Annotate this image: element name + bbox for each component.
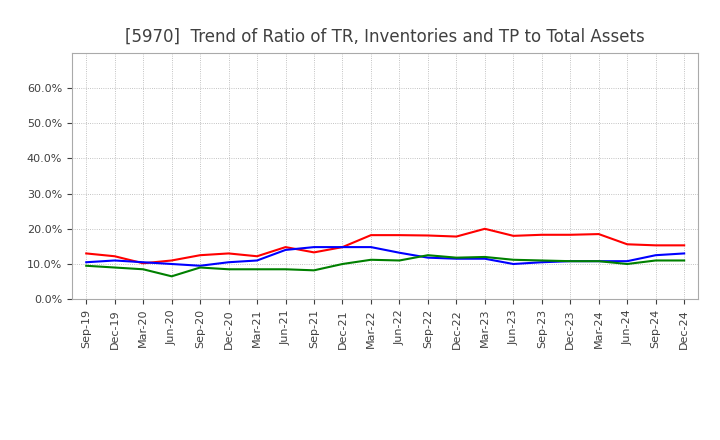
Inventories bbox=[595, 259, 603, 264]
Trade Receivables bbox=[253, 253, 261, 259]
Trade Receivables bbox=[452, 234, 461, 239]
Trade Receivables bbox=[110, 253, 119, 259]
Trade Payables bbox=[225, 267, 233, 272]
Inventories bbox=[253, 258, 261, 263]
Inventories bbox=[623, 259, 631, 264]
Trade Receivables bbox=[652, 243, 660, 248]
Inventories bbox=[196, 263, 204, 268]
Trade Receivables bbox=[566, 232, 575, 238]
Trade Payables bbox=[110, 265, 119, 270]
Inventories bbox=[366, 245, 375, 250]
Title: [5970]  Trend of Ratio of TR, Inventories and TP to Total Assets: [5970] Trend of Ratio of TR, Inventories… bbox=[125, 28, 645, 46]
Trade Receivables bbox=[225, 251, 233, 256]
Trade Payables bbox=[537, 258, 546, 263]
Trade Receivables bbox=[395, 232, 404, 238]
Inventories bbox=[566, 259, 575, 264]
Inventories bbox=[452, 256, 461, 261]
Inventories bbox=[480, 256, 489, 261]
Trade Payables bbox=[452, 255, 461, 260]
Inventories bbox=[395, 250, 404, 255]
Trade Receivables bbox=[480, 226, 489, 231]
Trade Receivables bbox=[623, 242, 631, 247]
Trade Payables bbox=[480, 254, 489, 260]
Trade Receivables bbox=[680, 243, 688, 248]
Trade Payables bbox=[282, 267, 290, 272]
Inventories bbox=[282, 247, 290, 253]
Trade Receivables bbox=[282, 245, 290, 250]
Trade Payables bbox=[139, 267, 148, 272]
Trade Payables bbox=[566, 259, 575, 264]
Trade Payables bbox=[652, 258, 660, 263]
Trade Receivables bbox=[366, 232, 375, 238]
Trade Receivables bbox=[537, 232, 546, 238]
Trade Receivables bbox=[423, 233, 432, 238]
Inventories bbox=[652, 253, 660, 258]
Line: Inventories: Inventories bbox=[86, 247, 684, 266]
Trade Payables bbox=[680, 258, 688, 263]
Trade Receivables bbox=[139, 260, 148, 266]
Trade Payables bbox=[623, 261, 631, 267]
Inventories bbox=[338, 245, 347, 250]
Trade Payables bbox=[196, 265, 204, 270]
Inventories bbox=[110, 258, 119, 263]
Trade Receivables bbox=[310, 250, 318, 255]
Trade Payables bbox=[366, 257, 375, 262]
Inventories bbox=[310, 245, 318, 250]
Inventories bbox=[139, 260, 148, 265]
Trade Payables bbox=[253, 267, 261, 272]
Trade Payables bbox=[395, 258, 404, 263]
Line: Trade Receivables: Trade Receivables bbox=[86, 229, 684, 263]
Trade Payables bbox=[509, 257, 518, 262]
Inventories bbox=[423, 255, 432, 260]
Trade Receivables bbox=[338, 245, 347, 250]
Trade Payables bbox=[338, 261, 347, 267]
Trade Payables bbox=[423, 253, 432, 258]
Trade Payables bbox=[595, 259, 603, 264]
Trade Receivables bbox=[82, 251, 91, 256]
Trade Receivables bbox=[167, 258, 176, 263]
Inventories bbox=[225, 260, 233, 265]
Inventories bbox=[680, 251, 688, 256]
Trade Receivables bbox=[509, 233, 518, 238]
Trade Payables bbox=[82, 263, 91, 268]
Trade Receivables bbox=[196, 253, 204, 258]
Trade Payables bbox=[310, 268, 318, 273]
Inventories bbox=[167, 261, 176, 267]
Inventories bbox=[509, 261, 518, 267]
Trade Receivables bbox=[595, 231, 603, 237]
Inventories bbox=[82, 260, 91, 265]
Trade Payables bbox=[167, 274, 176, 279]
Line: Trade Payables: Trade Payables bbox=[86, 255, 684, 276]
Inventories bbox=[537, 260, 546, 265]
